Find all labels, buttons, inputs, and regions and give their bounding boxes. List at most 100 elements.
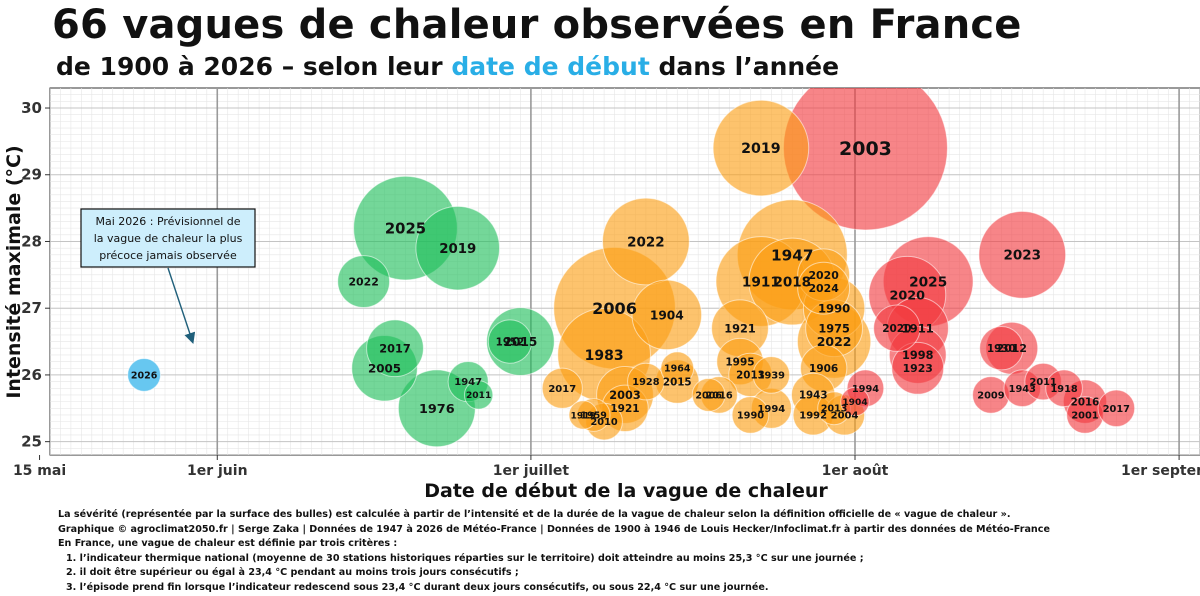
bubble-label: 1906 — [809, 363, 838, 375]
footer-line: 3. l’épisode prend fin lorsque l’indicat… — [66, 581, 769, 593]
bubble-label: 1911 — [902, 321, 934, 335]
x-tick-label: 1er juin — [187, 463, 248, 479]
bubble-label: 1930 — [987, 343, 1016, 355]
footer-line: Graphique © agroclimat2050.fr | Serge Za… — [58, 523, 1050, 535]
bubble-2011 — [463, 380, 494, 410]
bubble-1904 — [631, 279, 703, 351]
bubble-label: 2017 — [379, 342, 410, 355]
bubble-label: 1911 — [742, 274, 780, 290]
bubble-label: 2015 — [663, 376, 692, 388]
bubble-label: 2013 — [736, 370, 765, 382]
bubble-1939 — [752, 356, 791, 394]
bubble-label: 2011 — [1030, 377, 1057, 388]
subtitle-prefix: de 1900 à 2026 – selon leur — [56, 52, 452, 81]
bubble-label: 1983 — [585, 348, 624, 364]
bubble-label: 2013 — [821, 404, 847, 415]
bubble-2017 — [541, 367, 583, 409]
bubble-label: 2017 — [1103, 404, 1130, 415]
bubble-label: 1952 — [496, 336, 525, 348]
footer-line: La sévérité (représentée par la surface … — [58, 509, 1011, 520]
annotation-line-1: Mai 2026 : Prévisionnel de — [95, 215, 240, 228]
bubble-2026 — [127, 358, 161, 392]
bubbles: 2003 2006 1947 2025 2019 1983 1911 2025 2022 2018… — [127, 88, 1136, 448]
bubble-label: 2017 — [548, 384, 576, 395]
bubble-2023 — [978, 210, 1067, 299]
annotation-box — [80, 208, 256, 268]
bubble-label: 2025 — [909, 274, 947, 290]
bubble-label: 1904 — [842, 398, 867, 408]
bubble-label: 2020 — [882, 323, 911, 335]
annotation: Mai 2026 : Prévisionnel de la vague de c… — [80, 208, 256, 344]
bubble-2017 — [366, 319, 424, 378]
bubble-label: 2015 — [504, 335, 538, 349]
bubble-2006 — [691, 378, 726, 412]
bubble-1904 — [840, 386, 870, 417]
footer-line: 1. l’indicateur thermique national (moye… — [66, 552, 864, 564]
bubble-label: 1947 — [454, 377, 482, 388]
x-axis: 15 mai 1er juin 1er juillet 1er août 1er sep… — [13, 455, 1200, 479]
annotation-line-2: la vague de chaleur la plus — [94, 232, 243, 245]
bubble-label: 2003 — [609, 389, 640, 402]
bubble-label: 2006 — [695, 390, 722, 401]
chart-title: 66 vagues de chaleur observées en France — [52, 2, 1022, 48]
bubble-label: 1921 — [610, 403, 639, 415]
bubble-label: 1992 — [799, 411, 827, 422]
bubble-chart: 2003 2006 1947 2025 2019 1983 1911 2025 2022 2018… — [3, 87, 1200, 502]
bubble-label: 2006 — [592, 299, 637, 318]
bubble-2022 — [602, 197, 690, 286]
bubble-label: 2022 — [627, 234, 665, 250]
bubble-label: 2011 — [466, 391, 491, 401]
bubble-label: 1995 — [725, 356, 754, 368]
x-axis-label: Date de début de la vague de chaleur — [424, 480, 828, 502]
y-tick-label: 30 — [21, 99, 42, 117]
bubble-label: 2022 — [348, 275, 378, 288]
bubble-label: 1904 — [650, 308, 684, 322]
y-tick-label: 27 — [21, 299, 42, 317]
bubble-1919 — [568, 400, 598, 430]
bubble-1923 — [891, 341, 945, 395]
bubble-label: 2019 — [439, 242, 476, 257]
annotation-line-3: précoce jamais observée — [99, 249, 237, 262]
bubble-2022 — [337, 255, 391, 308]
chart-subtitle: de 1900 à 2026 – selon leur date de débu… — [56, 52, 839, 81]
bubble-1928 — [627, 362, 665, 401]
subtitle-suffix: dans l’année — [649, 52, 840, 81]
footer-line: 2. il doit être supérieur ou égal à 23,4… — [66, 567, 519, 579]
annotation-arrow — [167, 267, 196, 344]
bubble-label: 1928 — [632, 377, 659, 388]
bubble-label: 1964 — [664, 364, 691, 375]
bubble-label: 2005 — [368, 362, 401, 376]
x-tick-label: 1er juillet — [493, 463, 570, 479]
bubble-label: 1994 — [757, 404, 785, 415]
y-axis: 25 26 27 28 29 30 — [21, 99, 50, 451]
bubble-label: 1918 — [1050, 384, 1077, 395]
x-tick-label: 1er septembre — [1121, 463, 1200, 479]
bubble-label: 2016 — [705, 390, 732, 401]
bubble-label: 1998 — [902, 349, 934, 362]
bubble-1930 — [979, 326, 1024, 371]
footer-notes: La sévérité (représentée par la surface … — [58, 508, 1178, 596]
bubble-label: 1921 — [724, 322, 756, 335]
bubble-2017 — [1097, 389, 1136, 428]
y-tick-label: 29 — [21, 166, 42, 184]
bubble-label: 1943 — [1009, 384, 1036, 395]
bubble-label: 2022 — [817, 334, 852, 349]
bubble-label: 1990 — [737, 410, 764, 421]
bubble-1990 — [731, 396, 770, 434]
bubble-label: 2018 — [773, 274, 811, 290]
bubble-label: 1939 — [758, 370, 785, 381]
bubble-label: 1990 — [818, 301, 850, 315]
bubble-label: 1919 — [571, 411, 596, 421]
bubble-label: 2020 — [889, 288, 925, 303]
bubble-label: 2023 — [1003, 248, 1041, 264]
y-tick-label: 28 — [21, 232, 42, 250]
subtitle-highlight: date de début — [451, 52, 650, 81]
bubble-label: 2004 — [831, 411, 859, 422]
bubble-label: 2020 — [808, 269, 839, 282]
bubble-label: 2016 — [1071, 396, 1100, 408]
bubble-label: 1975 — [818, 322, 850, 335]
bubble-label: 2012 — [997, 342, 1027, 355]
bubble-label: 2026 — [131, 370, 158, 381]
bubble-label: 2019 — [741, 141, 781, 157]
footer-line: En France, une vague de chaleur est défi… — [58, 538, 398, 550]
